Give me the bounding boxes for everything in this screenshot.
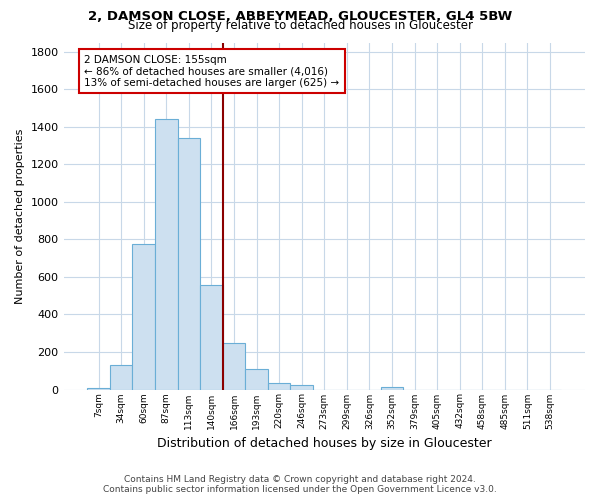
Bar [110, 365, 133, 390]
Bar [87, 388, 110, 390]
Text: 2, DAMSON CLOSE, ABBEYMEAD, GLOUCESTER, GL4 5BW: 2, DAMSON CLOSE, ABBEYMEAD, GLOUCESTER, … [88, 10, 512, 23]
Text: 2 DAMSON CLOSE: 155sqm
← 86% of detached houses are smaller (4,016)
13% of semi-: 2 DAMSON CLOSE: 155sqm ← 86% of detached… [85, 54, 340, 88]
Text: Size of property relative to detached houses in Gloucester: Size of property relative to detached ho… [128, 19, 473, 32]
Bar [268, 383, 290, 390]
Bar [381, 386, 403, 390]
Bar [200, 286, 223, 390]
Text: Contains HM Land Registry data © Crown copyright and database right 2024.
Contai: Contains HM Land Registry data © Crown c… [103, 474, 497, 494]
Bar [155, 120, 178, 390]
X-axis label: Distribution of detached houses by size in Gloucester: Distribution of detached houses by size … [157, 437, 491, 450]
Bar [290, 385, 313, 390]
Bar [178, 138, 200, 390]
Bar [223, 342, 245, 390]
Y-axis label: Number of detached properties: Number of detached properties [15, 128, 25, 304]
Bar [245, 369, 268, 390]
Bar [133, 244, 155, 390]
